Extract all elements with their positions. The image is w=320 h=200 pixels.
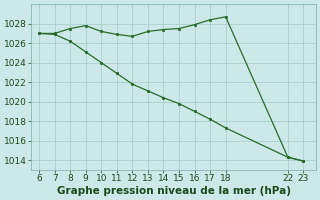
X-axis label: Graphe pression niveau de la mer (hPa): Graphe pression niveau de la mer (hPa)	[57, 186, 291, 196]
